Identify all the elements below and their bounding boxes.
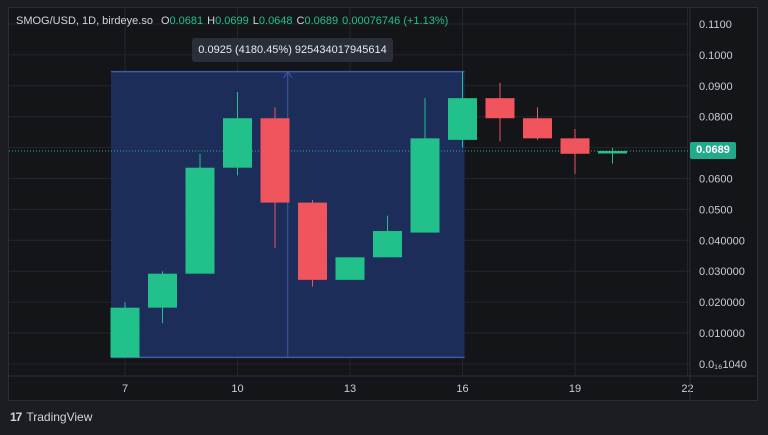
y-tick-label: 0.010000 xyxy=(699,328,745,340)
current-price-tag: 0.0689 xyxy=(690,142,736,159)
candle-body xyxy=(410,138,440,233)
candle-body xyxy=(598,150,627,154)
y-tick-label: 0.040000 xyxy=(699,235,745,247)
y-tick-label: 0.1000 xyxy=(699,50,733,62)
x-tick-label: 16 xyxy=(456,383,468,395)
y-tick-label: 0.0₁₆1040 xyxy=(699,359,747,371)
open-label: O xyxy=(160,15,170,27)
x-tick-label: 22 xyxy=(681,383,693,395)
y-tick-label: 0.0600 xyxy=(699,174,733,186)
tradingview-logo-icon: 17 xyxy=(10,410,22,424)
change-value: 0.00076746 (+1.13%) xyxy=(342,15,449,27)
symbol-header: SMOG/USD, 1D, birdeye.so O0.0681 H0.0699… xyxy=(16,15,448,27)
symbol-label: SMOG/USD, 1D, birdeye.so xyxy=(16,15,153,27)
y-tick-label: 0.0800 xyxy=(699,112,733,124)
candle-body xyxy=(560,138,590,154)
high-label: H xyxy=(207,15,216,27)
open-value: 0.0681 xyxy=(169,15,204,27)
x-tick-label: 13 xyxy=(344,383,356,395)
y-tick-label: 0.020000 xyxy=(699,297,745,309)
low-label: L xyxy=(252,15,259,27)
candle-body xyxy=(448,98,477,140)
x-tick-label: 7 xyxy=(122,383,128,395)
candle-body xyxy=(110,307,140,358)
close-label: C xyxy=(296,15,305,27)
measure-arrow-head xyxy=(283,70,293,78)
low-value: 0.0648 xyxy=(258,15,293,27)
candle-body xyxy=(260,118,290,203)
candle-body xyxy=(223,118,252,168)
candle-body xyxy=(523,118,552,139)
candle-body xyxy=(335,257,365,280)
candle-body xyxy=(485,98,515,119)
x-tick-label: 10 xyxy=(231,383,243,395)
y-tick-label: 0.030000 xyxy=(699,266,745,278)
candle-body xyxy=(298,202,327,280)
measure-tooltip: 0.0925 (4180.45%) 925434017945614 xyxy=(192,38,393,62)
candle-body xyxy=(185,167,215,274)
high-value: 0.0699 xyxy=(215,15,249,27)
brand-name: TradingView xyxy=(26,410,93,424)
y-tick-label: 0.0900 xyxy=(699,81,733,93)
y-tick-label: 0.1100 xyxy=(699,19,732,31)
close-value: 0.0689 xyxy=(304,15,339,27)
candle-body xyxy=(373,231,402,258)
x-tick-label: 19 xyxy=(569,383,581,395)
tradingview-brand[interactable]: 17 TradingView xyxy=(10,410,92,424)
y-tick-label: 0.0500 xyxy=(699,204,733,216)
candle-body xyxy=(148,273,177,308)
